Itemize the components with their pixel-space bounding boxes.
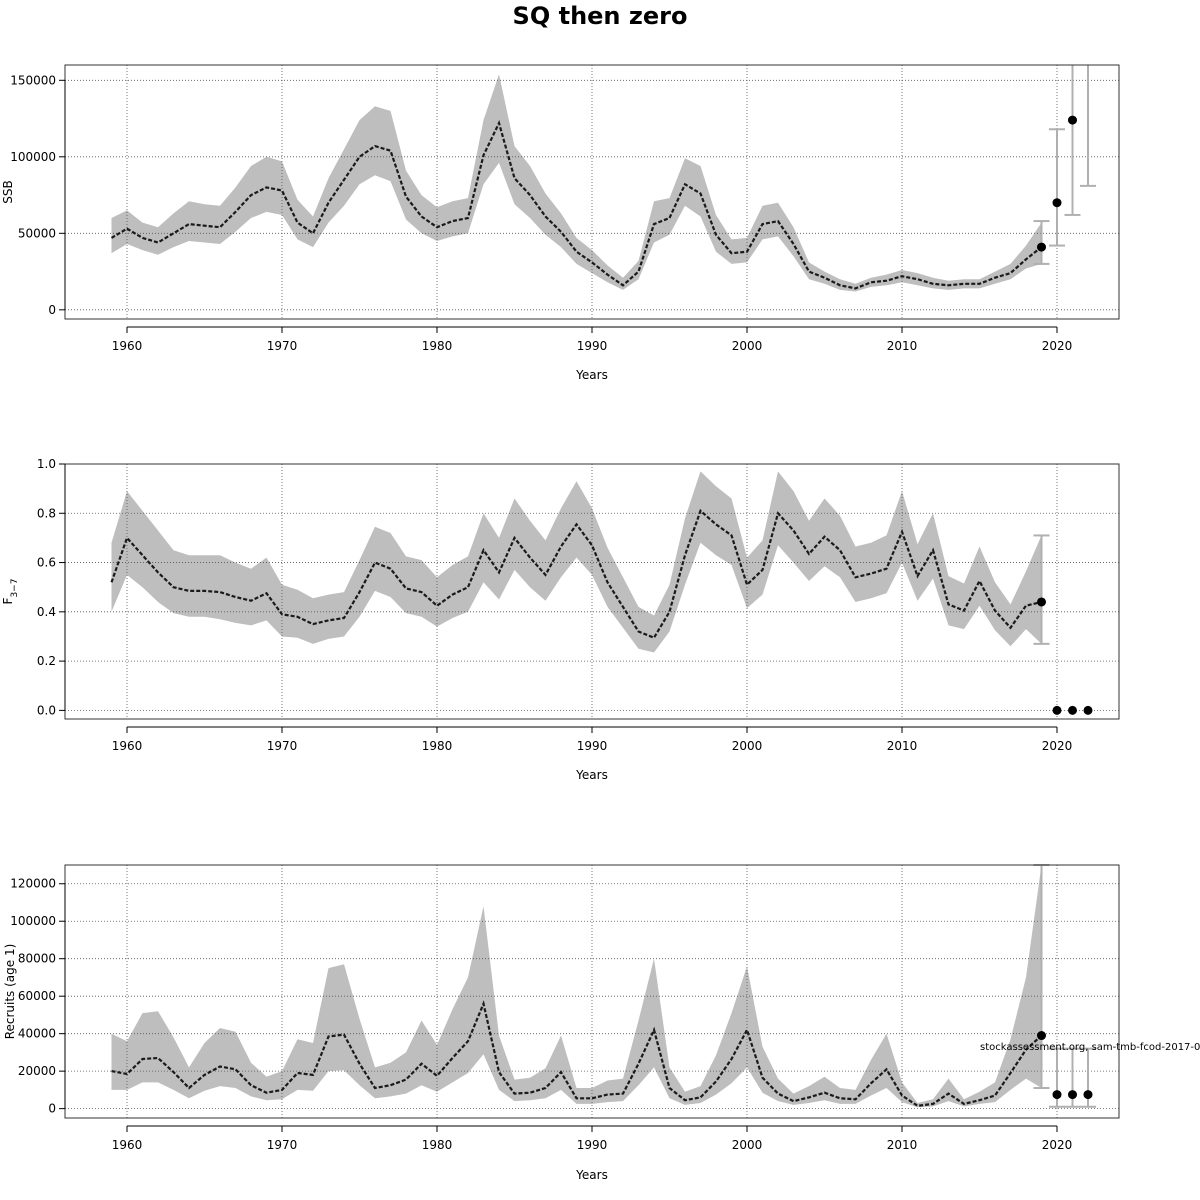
- ssb-forecast-point: [1037, 242, 1046, 252]
- f-y-axis-subscript: 3−7: [10, 579, 20, 598]
- f-y-tick-label: 0.2: [37, 654, 56, 668]
- recruits-x-axis-title: Years: [575, 1168, 608, 1182]
- recruits-y-tick-label: 100000: [10, 914, 56, 928]
- f-y-tick-label: 0.8: [37, 506, 56, 520]
- fishing-mortality-panel: 1960 1970 1980 1990 2000 2010 2020 0.0 0.2 0.4 0.6…: [1, 457, 1120, 782]
- f-x-tick-label: 1980: [422, 739, 453, 753]
- ssb-x-tick-label: 2020: [1042, 339, 1073, 353]
- ssb-x-tick-label: 2000: [732, 339, 763, 353]
- f-x-tick-label: 2000: [732, 739, 763, 753]
- ssb-y-tick-label: 50000: [18, 226, 56, 240]
- recruits-x-tick-label: 2000: [732, 1138, 763, 1152]
- f-confidence-band: [111, 471, 1042, 653]
- ssb-x-axis-title: Years: [575, 368, 608, 382]
- ssb-y-tick-label: 150000: [10, 73, 56, 87]
- recruitment-panel: 1960 1970 1980 1990 2000 2010 2020 0 20000 40000 6…: [3, 864, 1120, 1182]
- recruits-x-tick-label: 2010: [887, 1138, 918, 1152]
- recruits-x-tick-label: 1960: [112, 1138, 143, 1152]
- ssb-x-tick-label: 2010: [887, 339, 918, 353]
- recruits-confidence-band: [111, 865, 1042, 1108]
- f-estimate-line: [110, 508, 1042, 640]
- f-x-tick-label: 2020: [1042, 739, 1073, 753]
- recruits-forecast-point: [1083, 1090, 1093, 1100]
- f-y-tick-label: 1.0: [37, 457, 56, 471]
- recruits-y-tick-label: 0: [48, 1102, 56, 1116]
- f-x-tick-label: 1990: [577, 739, 608, 753]
- ssb-x-tick-label: 1990: [577, 339, 608, 353]
- recruits-y-tick-label: 40000: [18, 1027, 56, 1041]
- ssb-estimate-line: [110, 120, 1043, 290]
- f-x-tick-label: 1960: [112, 739, 143, 753]
- f-y-tick-label: 0.6: [37, 556, 56, 570]
- f-y-tick-label: 0.4: [37, 605, 56, 619]
- ssb-forecast-point: [1068, 115, 1077, 125]
- ssb-x-tick-label: 1960: [112, 339, 143, 353]
- recruits-x-tick-label: 1990: [577, 1138, 608, 1152]
- recruits-forecast-point: [1052, 1090, 1062, 1100]
- f-forecast-point: [1052, 705, 1062, 715]
- ssb-x-tick-label: 1970: [267, 339, 298, 353]
- credit-text: stockassessment.org, sam-tmb-fcod-2017-0…: [980, 1042, 1200, 1053]
- ssb-confidence-band: [111, 74, 1042, 292]
- ssb-x-tick-label: 1980: [422, 339, 453, 353]
- ssb-panel: 1960 1970 1980 1990 2000 2010 2020 0 50000 100000…: [1, 64, 1120, 382]
- f-forecast-point: [1068, 705, 1077, 715]
- ssb-y-tick-label: 100000: [10, 150, 56, 164]
- ssb-y-tick-label: 0: [48, 303, 56, 317]
- recruits-x-tick-label: 2020: [1042, 1138, 1073, 1152]
- f-forecast-point: [1083, 705, 1093, 715]
- ssb-forecast-point: [1052, 198, 1062, 208]
- recruits-x-tick-label: 1970: [267, 1138, 298, 1152]
- recruits-forecast-point: [1037, 1031, 1046, 1041]
- f-y-axis-title: F3−7: [1, 579, 20, 605]
- recruits-x-tick-label: 1980: [422, 1138, 453, 1152]
- f-x-tick-label: 2010: [887, 739, 918, 753]
- f-y-tick-label: 0.0: [37, 703, 56, 717]
- f-forecast-point: [1037, 597, 1046, 607]
- chart-title: SQ then zero: [512, 2, 688, 30]
- ssb-y-axis-title: SSB: [1, 180, 15, 203]
- recruits-y-tick-label: 60000: [18, 989, 56, 1003]
- recruits-y-axis-title: Recruits (age 1): [3, 944, 17, 1040]
- recruits-y-tick-label: 20000: [18, 1064, 56, 1078]
- recruits-estimate-line: [111, 1000, 1043, 1107]
- f-x-tick-label: 1970: [267, 739, 298, 753]
- recruits-y-tick-label: 80000: [18, 952, 56, 966]
- f-x-axis-title: Years: [575, 768, 608, 782]
- recruits-y-tick-label: 120000: [10, 877, 56, 891]
- recruits-forecast-point: [1068, 1090, 1077, 1100]
